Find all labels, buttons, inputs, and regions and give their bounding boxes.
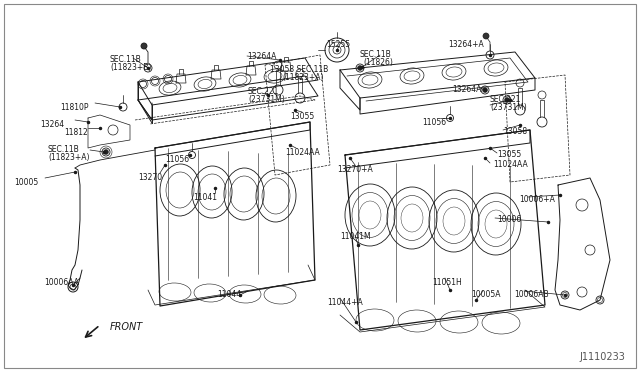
Text: (11826): (11826) xyxy=(363,58,393,67)
Text: 13058: 13058 xyxy=(503,127,527,136)
Text: 11024AA: 11024AA xyxy=(493,160,528,169)
Text: 13058 SEC.11B: 13058 SEC.11B xyxy=(270,65,328,74)
Text: 13264+A: 13264+A xyxy=(448,40,484,49)
Text: (23731M): (23731M) xyxy=(490,103,527,112)
Text: 11812: 11812 xyxy=(64,128,88,137)
Text: 13264: 13264 xyxy=(40,120,64,129)
Text: 10006: 10006 xyxy=(497,215,521,224)
Text: 11051H: 11051H xyxy=(432,278,461,287)
Text: 11044+A: 11044+A xyxy=(327,298,363,307)
Text: (23731M): (23731M) xyxy=(248,95,285,104)
Circle shape xyxy=(504,97,509,103)
Text: 11810P: 11810P xyxy=(60,103,88,112)
Text: 13055: 13055 xyxy=(290,112,314,121)
Text: 13270+A: 13270+A xyxy=(337,165,372,174)
Text: 10006+A: 10006+A xyxy=(519,195,555,204)
Circle shape xyxy=(141,43,147,49)
Text: SEC.11B: SEC.11B xyxy=(360,50,392,59)
Text: 15255: 15255 xyxy=(326,40,350,49)
Text: 11056: 11056 xyxy=(422,118,446,127)
Text: 11044: 11044 xyxy=(217,290,241,299)
Text: (11823+A): (11823+A) xyxy=(48,153,90,162)
Text: 13055: 13055 xyxy=(497,150,521,159)
Text: 11041M: 11041M xyxy=(340,232,371,241)
Text: SEC.221: SEC.221 xyxy=(248,87,280,96)
Text: 10006AB: 10006AB xyxy=(514,290,548,299)
Text: 10005A: 10005A xyxy=(471,290,500,299)
Circle shape xyxy=(483,87,488,93)
Text: 11024AA: 11024AA xyxy=(285,148,320,157)
Text: J1110233: J1110233 xyxy=(579,352,625,362)
Text: 11056: 11056 xyxy=(165,155,189,164)
Text: 11041: 11041 xyxy=(193,193,217,202)
Text: FRONT: FRONT xyxy=(110,322,143,332)
Text: 13264A: 13264A xyxy=(247,52,276,61)
Text: 13270: 13270 xyxy=(138,173,162,182)
Circle shape xyxy=(483,33,489,39)
Text: 10005: 10005 xyxy=(14,178,38,187)
Text: SEC.221: SEC.221 xyxy=(490,95,522,104)
Text: 13264A: 13264A xyxy=(452,85,481,94)
Text: SEC.11B: SEC.11B xyxy=(110,55,141,64)
Text: (11823+B): (11823+B) xyxy=(110,63,152,72)
Circle shape xyxy=(104,150,109,154)
Text: SEC.11B: SEC.11B xyxy=(48,145,80,154)
Text: 10006AA: 10006AA xyxy=(44,278,79,287)
Text: (11823+A): (11823+A) xyxy=(282,73,323,82)
Circle shape xyxy=(358,65,362,71)
